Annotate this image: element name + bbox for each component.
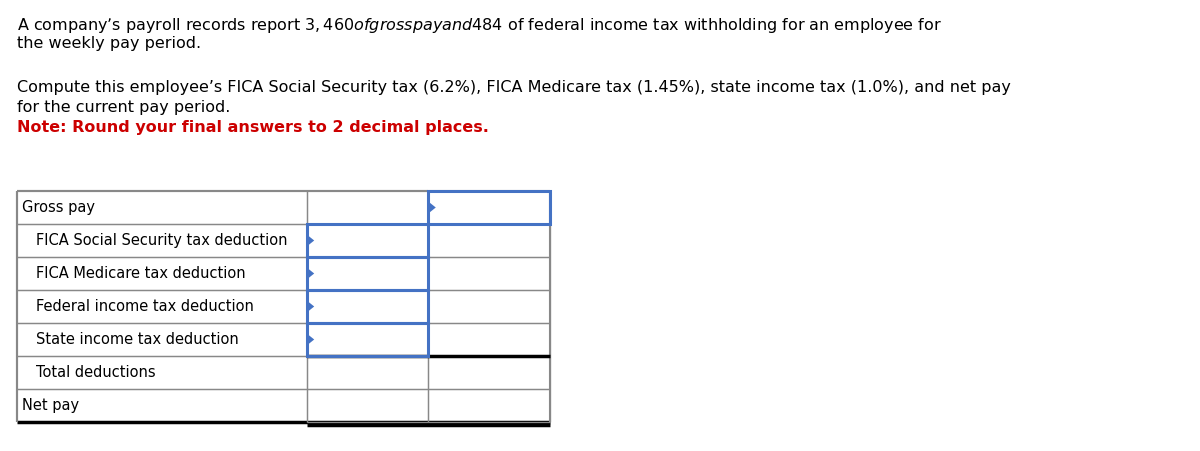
Text: for the current pay period.: for the current pay period. <box>17 100 230 115</box>
Text: Compute this employee’s FICA Social Security tax (6.2%), FICA Medicare tax (1.45: Compute this employee’s FICA Social Secu… <box>17 80 1010 95</box>
Text: Federal income tax deduction: Federal income tax deduction <box>36 299 253 314</box>
Text: Note: Round your final answers to 2 decimal places.: Note: Round your final answers to 2 deci… <box>17 120 488 135</box>
Text: State income tax deduction: State income tax deduction <box>36 332 239 347</box>
Text: Total deductions: Total deductions <box>36 365 155 380</box>
Text: the weekly pay period.: the weekly pay period. <box>17 36 200 51</box>
Polygon shape <box>428 202 436 213</box>
Text: Net pay: Net pay <box>23 398 79 413</box>
Bar <box>428 191 550 224</box>
Text: FICA Medicare tax deduction: FICA Medicare tax deduction <box>36 266 245 281</box>
Polygon shape <box>307 235 314 247</box>
Text: Gross pay: Gross pay <box>23 200 96 215</box>
Bar <box>307 224 428 257</box>
Polygon shape <box>307 267 314 280</box>
Text: A company’s payroll records report $3,460 of gross pay and $484 of federal incom: A company’s payroll records report $3,46… <box>17 16 942 35</box>
Polygon shape <box>307 300 314 313</box>
Bar <box>307 323 428 356</box>
Text: FICA Social Security tax deduction: FICA Social Security tax deduction <box>36 233 287 248</box>
Bar <box>307 290 428 323</box>
Bar <box>307 257 428 290</box>
Polygon shape <box>307 333 314 345</box>
